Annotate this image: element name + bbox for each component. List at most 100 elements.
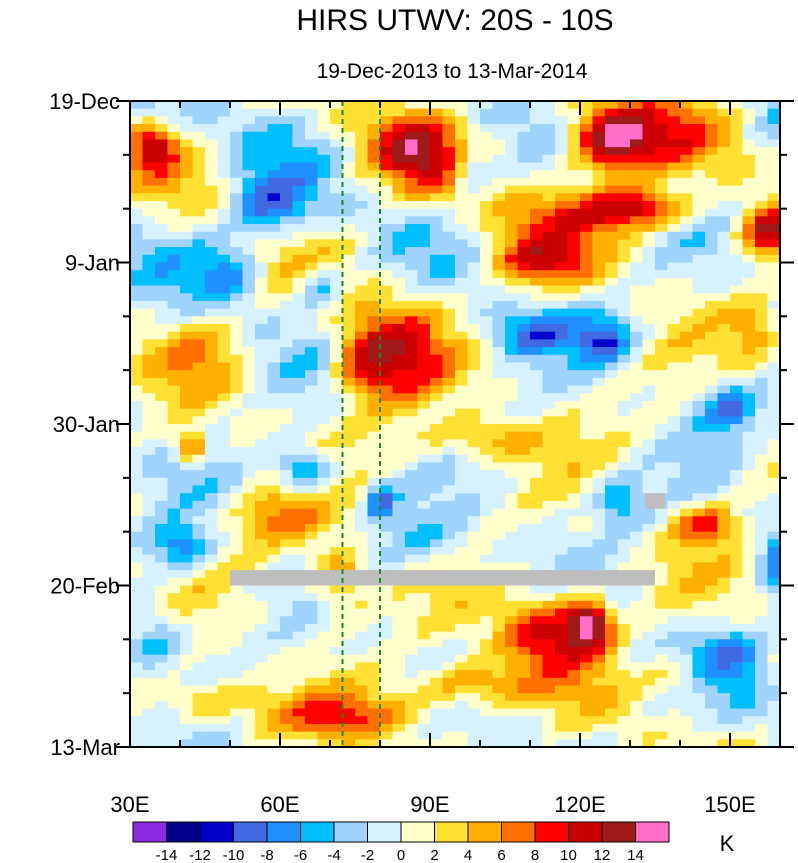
anomaly-cell xyxy=(492,254,506,264)
anomaly-cell xyxy=(692,547,706,556)
anomaly-cell xyxy=(530,670,544,679)
anomaly-cell xyxy=(467,331,481,340)
anomaly-cell xyxy=(680,285,694,294)
anomaly-cell xyxy=(555,639,569,648)
anomaly-cell xyxy=(692,370,706,379)
anomaly-cell xyxy=(692,631,706,640)
anomaly-cell xyxy=(317,647,331,656)
anomaly-cell xyxy=(767,277,780,287)
anomaly-cell xyxy=(655,108,669,117)
anomaly-cell xyxy=(330,731,344,740)
anomaly-cell xyxy=(280,716,294,725)
anomaly-cell xyxy=(505,700,519,710)
anomaly-cell xyxy=(555,654,569,663)
anomaly-cell xyxy=(667,600,681,610)
anomaly-cell xyxy=(267,562,281,571)
anomaly-cell xyxy=(155,424,169,433)
anomaly-cell xyxy=(580,508,594,517)
anomaly-cell xyxy=(142,408,156,417)
anomaly-cell xyxy=(692,377,706,387)
anomaly-cell xyxy=(567,308,581,317)
anomaly-cell xyxy=(142,316,156,325)
anomaly-cell xyxy=(705,254,719,264)
anomaly-cell xyxy=(317,454,331,464)
anomaly-cell xyxy=(142,523,156,533)
anomaly-cell xyxy=(230,377,244,387)
anomaly-cell xyxy=(180,447,194,456)
anomaly-cell xyxy=(205,101,219,110)
anomaly-cell xyxy=(417,193,431,202)
anomaly-cell xyxy=(755,647,769,656)
chart-title: HIRS UTWV: 20S - 10S xyxy=(296,4,613,37)
anomaly-cell xyxy=(767,385,780,394)
anomaly-cell xyxy=(155,339,169,348)
anomaly-cell xyxy=(667,454,681,464)
anomaly-cell xyxy=(180,277,194,287)
anomaly-cell xyxy=(192,462,206,471)
anomaly-cell xyxy=(605,362,619,371)
anomaly-cell xyxy=(530,316,544,325)
anomaly-cell xyxy=(705,562,719,571)
anomaly-cell xyxy=(430,131,444,141)
anomaly-cell xyxy=(555,370,569,379)
anomaly-cell xyxy=(617,408,631,417)
anomaly-cell xyxy=(680,516,694,525)
anomaly-cell xyxy=(305,470,319,479)
anomaly-cell xyxy=(767,570,780,579)
anomaly-cell xyxy=(605,562,619,571)
anomaly-cell xyxy=(617,208,631,217)
anomaly-cell xyxy=(167,462,181,471)
anomaly-cell xyxy=(205,339,219,348)
anomaly-cell xyxy=(392,339,406,348)
x-tick-label: 120E xyxy=(554,792,605,817)
anomaly-cell xyxy=(417,208,431,217)
anomaly-cell xyxy=(717,523,731,533)
anomaly-cell xyxy=(655,677,669,687)
anomaly-cell xyxy=(155,708,169,717)
anomaly-cell xyxy=(317,393,331,402)
anomaly-cell xyxy=(717,577,731,587)
anomaly-cell xyxy=(742,700,756,710)
anomaly-cell xyxy=(205,608,219,617)
anomaly-cell xyxy=(205,216,219,225)
anomaly-cell xyxy=(692,162,706,171)
anomaly-cell xyxy=(367,485,381,494)
anomaly-cell xyxy=(705,300,719,310)
anomaly-cell xyxy=(755,431,769,440)
x-tick-label: 60E xyxy=(260,792,299,817)
anomaly-cell xyxy=(417,523,431,533)
anomaly-cell xyxy=(517,662,531,671)
anomaly-cell xyxy=(755,400,769,410)
anomaly-cell xyxy=(755,608,769,617)
anomaly-cell xyxy=(517,447,531,456)
anomaly-cell xyxy=(605,539,619,548)
anomaly-cell xyxy=(267,347,281,356)
anomaly-cell xyxy=(180,470,194,479)
anomaly-cell xyxy=(417,300,431,310)
anomaly-cell xyxy=(342,224,356,233)
anomaly-cell xyxy=(255,393,269,402)
anomaly-cell xyxy=(492,693,506,702)
anomaly-cell xyxy=(655,693,669,702)
anomaly-cell xyxy=(542,116,556,125)
anomaly-cell xyxy=(355,224,369,233)
anomaly-cell xyxy=(305,739,319,747)
anomaly-cell xyxy=(417,547,431,556)
anomaly-cell xyxy=(230,670,244,679)
anomaly-cell xyxy=(505,231,519,241)
anomaly-cell xyxy=(430,639,444,648)
anomaly-cell xyxy=(230,631,244,640)
anomaly-cell xyxy=(517,508,531,517)
anomaly-cell xyxy=(717,485,731,494)
anomaly-cell xyxy=(692,362,706,371)
anomaly-cell xyxy=(205,324,219,333)
anomaly-cell xyxy=(767,193,780,202)
anomaly-cell xyxy=(392,454,406,464)
anomaly-cell xyxy=(617,300,631,310)
anomaly-cell xyxy=(717,300,731,310)
anomaly-cell xyxy=(705,508,719,517)
anomaly-cell xyxy=(155,739,169,747)
anomaly-cell xyxy=(267,739,281,747)
anomaly-cell xyxy=(180,362,194,371)
anomaly-cell xyxy=(380,408,394,417)
